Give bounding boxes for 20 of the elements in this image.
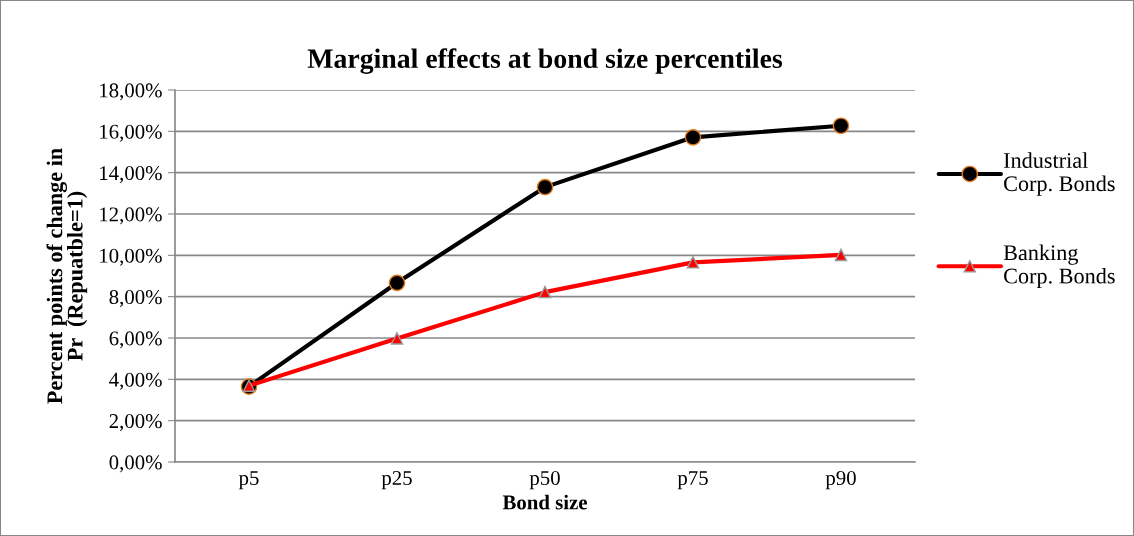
x-tick-label: p5 — [238, 471, 259, 490]
legend-label: Banking Corp. Bonds — [1003, 244, 1115, 289]
y-tick-label: 12,00% — [100, 207, 162, 225]
x-tick-label: p50 — [529, 470, 560, 490]
y-axis-title: Percent points of change in Pr (Repuatble=1) — [46, 148, 88, 404]
legend-label: Industrial Corp. Bonds — [1003, 152, 1115, 196]
y-tick-label: 6,00% — [109, 331, 162, 349]
x-tick-label: p25 — [381, 470, 412, 490]
y-tick-label: 14,00% — [100, 166, 162, 184]
y-tick-label: 8,00% — [109, 290, 162, 308]
x-tick-label: p90 — [825, 470, 856, 490]
y-tick-label: 2,00% — [109, 414, 162, 432]
y-tick-label: 4,00% — [109, 372, 162, 390]
y-tick-label: 18,00% — [100, 83, 162, 101]
x-tick-label: p75 — [677, 471, 708, 490]
x-axis-title: Bond size — [502, 494, 587, 510]
y-tick-label: 16,00% — [100, 124, 162, 142]
chart-title: Marginal effects at bond size percentiles — [307, 48, 783, 74]
y-tick-label: 0,00% — [109, 455, 162, 473]
y-tick-label: 10,00% — [100, 248, 162, 266]
